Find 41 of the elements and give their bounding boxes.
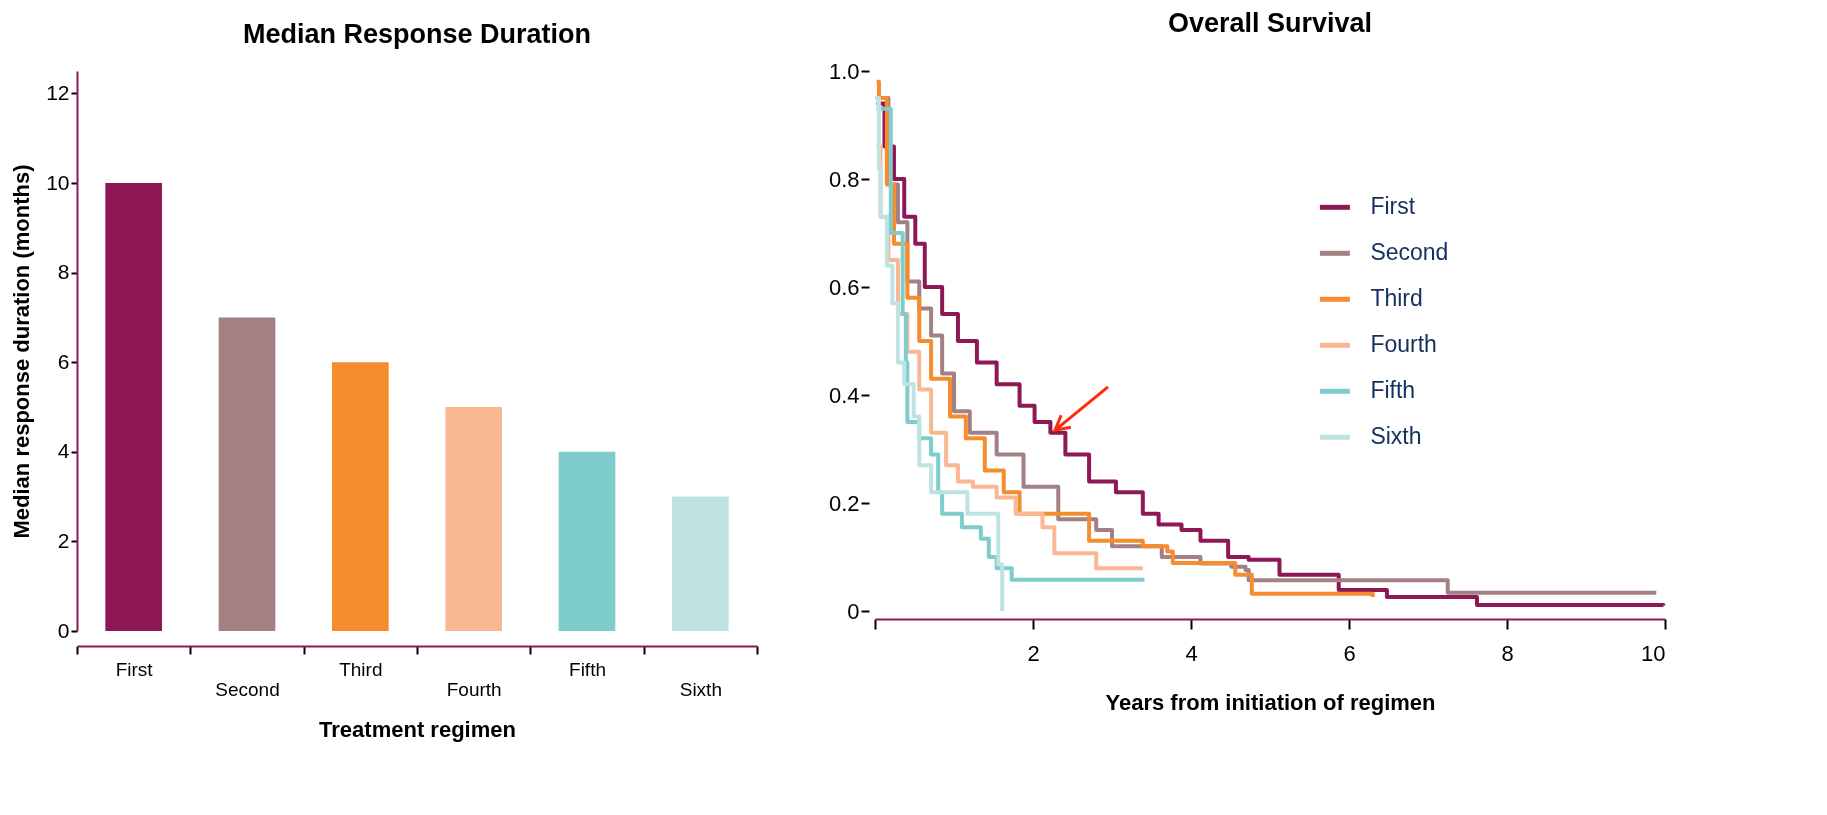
y-tick-label: 1.0: [828, 58, 860, 84]
y-tick-label: 4: [57, 439, 70, 463]
bar: [445, 407, 502, 631]
y-tick-label: 10: [46, 170, 70, 194]
y-tick-label: 2: [57, 528, 70, 552]
x-tick-label: Fifth: [569, 658, 606, 680]
y-tick-label: 12: [46, 80, 70, 104]
x-tick-label: Fourth: [446, 678, 502, 700]
legend-label: Fourth: [1370, 331, 1437, 358]
x-axis-title: Treatment regimen: [319, 716, 516, 742]
bar: [218, 317, 276, 631]
x-tick-label: 4: [1185, 640, 1198, 666]
y-tick-label: 8: [57, 260, 70, 284]
chart-title: Median Response Duration: [242, 19, 592, 49]
x-tick-label: 6: [1343, 640, 1356, 666]
x-tick-label: 8: [1501, 640, 1514, 666]
y-tick-label: 0: [57, 618, 70, 642]
x-tick-label: First: [115, 658, 154, 680]
bar: [672, 496, 729, 631]
x-tick-label: Sixth: [679, 678, 722, 700]
x-tick-label: Third: [339, 658, 383, 680]
y-tick-label: 0.4: [828, 382, 860, 408]
x-tick-label: 10: [1641, 640, 1666, 666]
legend-label: Second: [1370, 239, 1449, 266]
legend-label: First: [1370, 193, 1416, 220]
bar: [332, 362, 389, 631]
x-axis-title: Years from initiation of regimen: [1105, 689, 1436, 715]
y-tick-label: 0.8: [828, 166, 860, 192]
bar: [105, 183, 162, 631]
legend-label: Fifth: [1370, 377, 1416, 404]
y-tick-label: 0.2: [828, 490, 860, 516]
y-tick-label: 0.6: [828, 274, 860, 300]
legend-label: Third: [1370, 285, 1423, 312]
chart-title: Overall Survival: [1167, 8, 1373, 38]
x-tick-label: 2: [1027, 640, 1040, 666]
y-tick-label: 6: [57, 349, 70, 373]
bar: [558, 451, 616, 631]
legend-label: Sixth: [1370, 423, 1422, 450]
y-tick-label: 0: [847, 598, 860, 624]
x-tick-label: Second: [215, 678, 280, 700]
y-axis-title: Median response duration (months): [9, 164, 35, 539]
